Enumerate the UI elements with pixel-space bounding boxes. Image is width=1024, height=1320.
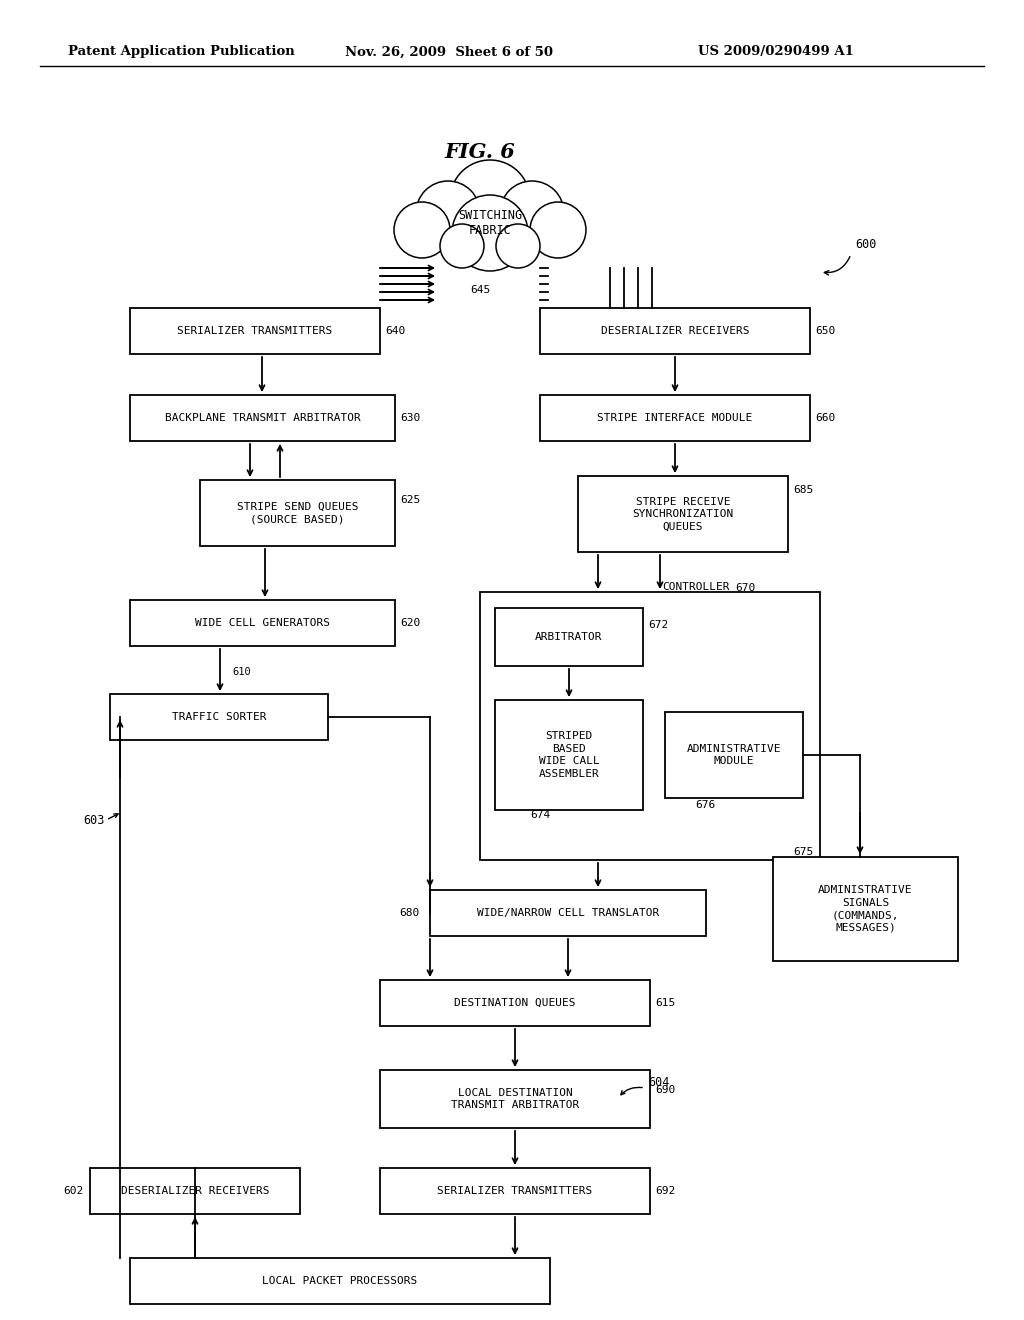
Text: 610: 610: [232, 667, 251, 677]
Circle shape: [500, 181, 564, 246]
Bar: [200, 480, 395, 546]
Text: WIDE CELL GENERATORS: WIDE CELL GENERATORS: [195, 618, 330, 628]
Bar: [495, 700, 643, 810]
Text: LOCAL DESTINATION
TRANSMIT ARBITRATOR: LOCAL DESTINATION TRANSMIT ARBITRATOR: [451, 1088, 580, 1110]
Text: 640: 640: [385, 326, 406, 337]
Text: 670: 670: [735, 583, 756, 593]
Bar: [578, 477, 788, 552]
Text: 660: 660: [815, 413, 836, 422]
Text: ADMINISTRATIVE
MODULE: ADMINISTRATIVE MODULE: [687, 743, 781, 766]
Text: WIDE/NARROW CELL TRANSLATOR: WIDE/NARROW CELL TRANSLATOR: [477, 908, 659, 917]
Bar: [110, 694, 328, 741]
Text: TRAFFIC SORTER: TRAFFIC SORTER: [172, 711, 266, 722]
Text: STRIPE INTERFACE MODULE: STRIPE INTERFACE MODULE: [597, 413, 753, 422]
Bar: [540, 308, 810, 354]
Text: US 2009/0290499 A1: US 2009/0290499 A1: [698, 45, 854, 58]
Bar: [90, 1168, 300, 1214]
Text: 674: 674: [530, 810, 550, 820]
Bar: [130, 395, 395, 441]
Text: STRIPE SEND QUEUES
(SOURCE BASED): STRIPE SEND QUEUES (SOURCE BASED): [237, 502, 358, 524]
Text: Nov. 26, 2009  Sheet 6 of 50: Nov. 26, 2009 Sheet 6 of 50: [345, 45, 553, 58]
Text: ARBITRATOR: ARBITRATOR: [536, 632, 603, 642]
Bar: [540, 395, 810, 441]
FancyArrowPatch shape: [109, 814, 118, 818]
Text: 630: 630: [400, 413, 420, 422]
Circle shape: [452, 195, 528, 271]
Circle shape: [416, 181, 480, 246]
Text: STRIPE RECEIVE
SYNCHRONIZATION
QUEUES: STRIPE RECEIVE SYNCHRONIZATION QUEUES: [633, 496, 733, 532]
Bar: [380, 1168, 650, 1214]
Text: FIG. 6: FIG. 6: [444, 143, 515, 162]
Text: 672: 672: [648, 620, 669, 630]
Text: 604: 604: [648, 1076, 670, 1089]
Circle shape: [450, 160, 530, 240]
Bar: [665, 711, 803, 799]
Text: 690: 690: [655, 1085, 675, 1096]
Text: 620: 620: [400, 618, 420, 628]
Bar: [130, 308, 380, 354]
Text: 650: 650: [815, 326, 836, 337]
Text: DESERIALIZER RECEIVERS: DESERIALIZER RECEIVERS: [601, 326, 750, 337]
Text: 692: 692: [655, 1185, 675, 1196]
Text: LOCAL PACKET PROCESSORS: LOCAL PACKET PROCESSORS: [262, 1276, 418, 1286]
Text: SERIALIZER TRANSMITTERS: SERIALIZER TRANSMITTERS: [437, 1185, 593, 1196]
Bar: [380, 1071, 650, 1129]
Bar: [480, 591, 820, 861]
Text: 602: 602: [62, 1185, 83, 1196]
Text: ADMINISTRATIVE
SIGNALS
(COMMANDS,
MESSAGES): ADMINISTRATIVE SIGNALS (COMMANDS, MESSAG…: [818, 886, 912, 933]
Bar: [495, 609, 643, 667]
Text: 685: 685: [793, 484, 813, 495]
Text: 603: 603: [84, 813, 105, 826]
Bar: [130, 601, 395, 645]
Circle shape: [496, 224, 540, 268]
Text: 675: 675: [793, 847, 813, 857]
Text: 625: 625: [400, 495, 420, 506]
Text: 615: 615: [655, 998, 675, 1008]
Text: BACKPLANE TRANSMIT ARBITRATOR: BACKPLANE TRANSMIT ARBITRATOR: [165, 413, 360, 422]
Text: STRIPED
BASED
WIDE CALL
ASSEMBLER: STRIPED BASED WIDE CALL ASSEMBLER: [539, 731, 599, 779]
FancyArrowPatch shape: [621, 1088, 642, 1094]
Text: DESERIALIZER RECEIVERS: DESERIALIZER RECEIVERS: [121, 1185, 269, 1196]
Text: SWITCHING
FABRIC: SWITCHING FABRIC: [458, 209, 522, 238]
Circle shape: [440, 224, 484, 268]
Text: CONTROLLER: CONTROLLER: [662, 582, 729, 591]
Text: 680: 680: [399, 908, 420, 917]
Text: 676: 676: [695, 800, 715, 810]
Text: Patent Application Publication: Patent Application Publication: [68, 45, 295, 58]
Text: 645: 645: [470, 285, 490, 294]
Text: SERIALIZER TRANSMITTERS: SERIALIZER TRANSMITTERS: [177, 326, 333, 337]
Text: DESTINATION QUEUES: DESTINATION QUEUES: [455, 998, 575, 1008]
Bar: [130, 1258, 550, 1304]
Circle shape: [530, 202, 586, 257]
Bar: [773, 857, 958, 961]
Text: 600: 600: [855, 239, 877, 252]
Bar: [430, 890, 706, 936]
Circle shape: [394, 202, 450, 257]
Bar: [380, 979, 650, 1026]
FancyArrowPatch shape: [824, 256, 850, 275]
